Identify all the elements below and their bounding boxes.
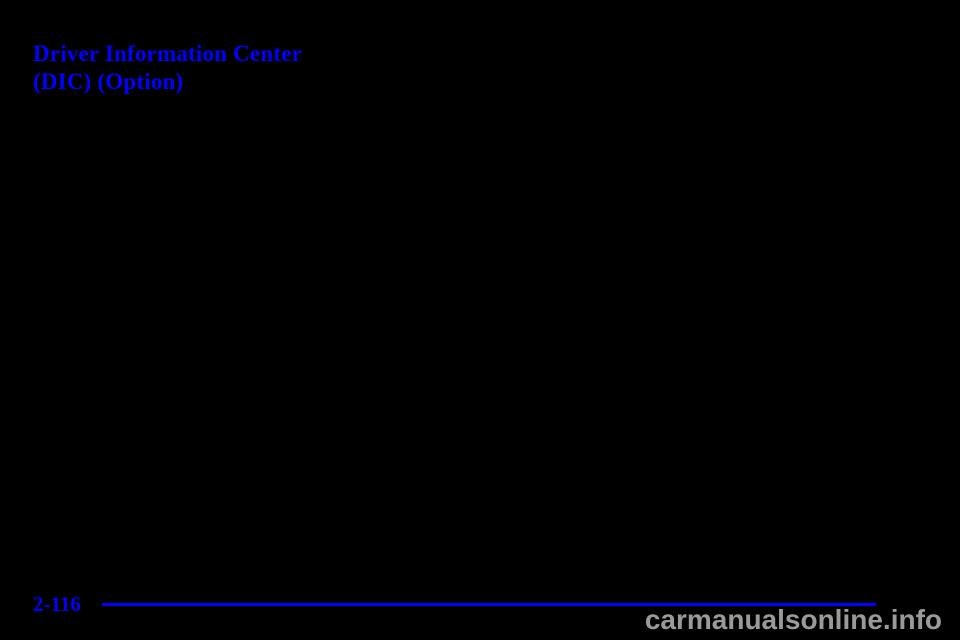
page-title-line1: Driver Information Center — [33, 41, 303, 66]
watermark-text: carmanualsonline.info — [644, 604, 942, 635]
page-title-line2: (DIC) (Option) — [33, 69, 184, 94]
page-number: 2-116 — [33, 592, 81, 616]
page-title: Driver Information Center (DIC) (Option) — [33, 40, 302, 96]
footer-divider — [102, 603, 876, 606]
